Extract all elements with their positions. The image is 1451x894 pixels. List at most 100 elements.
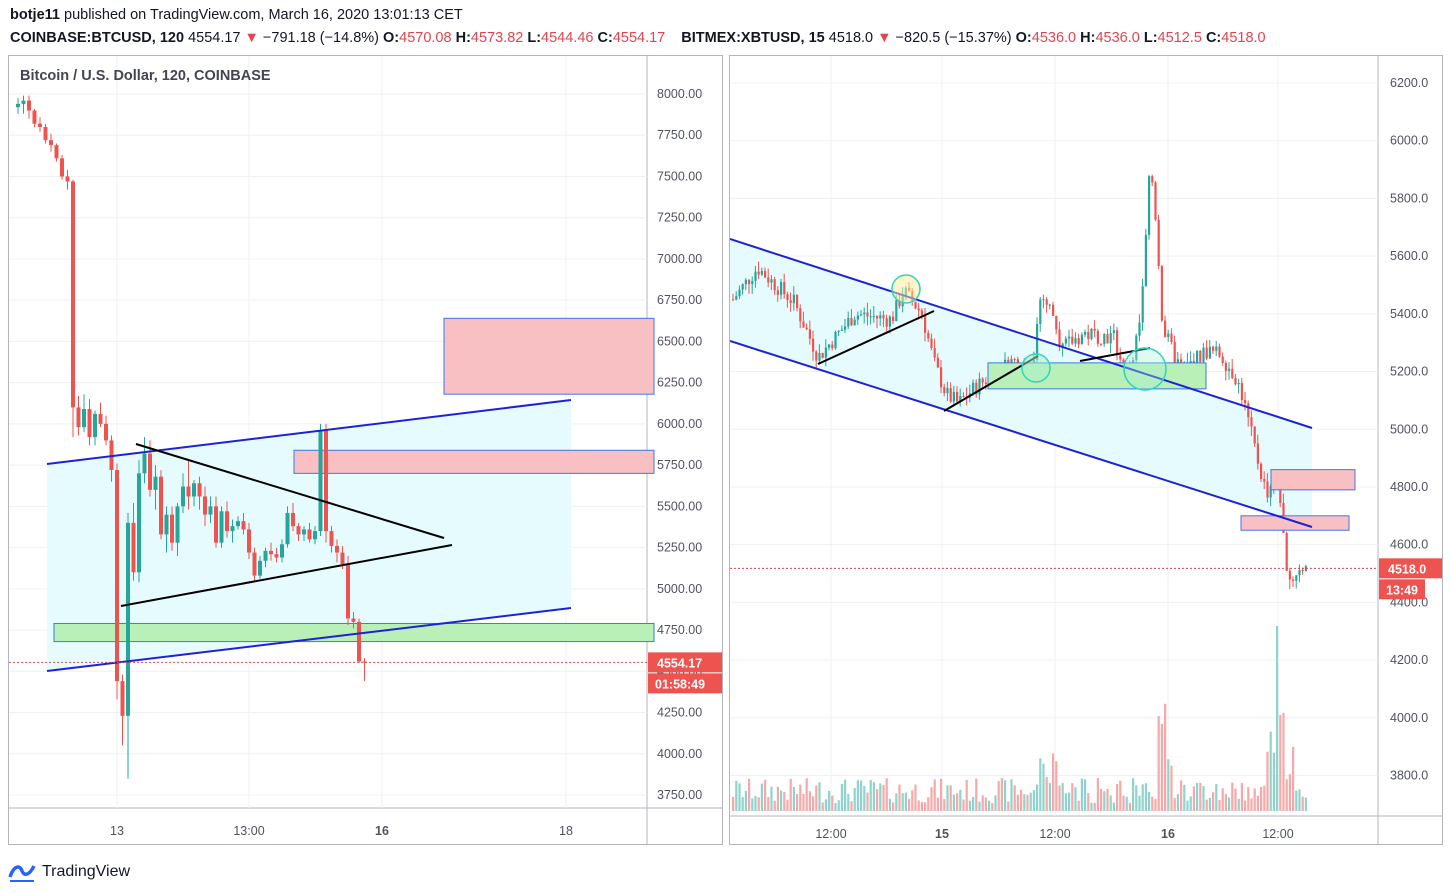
right-high: 4536.0 (1095, 30, 1140, 46)
candle-body (203, 496, 207, 515)
volume-bar (773, 800, 776, 811)
volume-bar (760, 783, 763, 811)
tradingview-logo-icon[interactable] (8, 861, 36, 883)
volume-bar (1068, 792, 1071, 811)
volume-bar (1298, 789, 1301, 811)
candle-body (943, 387, 946, 394)
price-tick-label: 4000.00 (657, 747, 702, 761)
candle-body (120, 681, 125, 716)
footer-brand[interactable]: TradingView (42, 863, 131, 880)
channel-upper-line (730, 238, 1313, 429)
volume-bar (1205, 799, 1208, 811)
candle-body (126, 522, 130, 716)
price-tick-label: 7500.00 (657, 169, 702, 183)
resistance-zone (443, 317, 655, 395)
volume-bar (1285, 779, 1288, 811)
volume-bar (959, 789, 962, 811)
time-tick-label: 16 (375, 824, 389, 838)
volume-bar (1125, 796, 1128, 811)
candle-body (1080, 334, 1083, 345)
candle-body (93, 413, 97, 438)
volume-bar (812, 796, 815, 811)
candle-body (981, 378, 984, 383)
volume-bar (1282, 712, 1285, 811)
time-tick-label: 13 (110, 824, 124, 838)
left-chart-panel[interactable]: 8000.00 7750.00 7500.00 7250.00 7000.00 6750.… (8, 55, 723, 845)
candle-body (738, 289, 741, 297)
volume-bar (952, 794, 955, 811)
candle-body (847, 317, 850, 327)
publisher-name[interactable]: botje11 (10, 7, 60, 23)
candle-body (914, 301, 917, 309)
candle-body (1052, 304, 1055, 316)
volume-bar (754, 795, 757, 811)
volume-bar (1000, 778, 1003, 811)
volume-bar (796, 794, 799, 811)
candle-body (786, 294, 789, 301)
candle-body (43, 126, 48, 141)
volume-bar (927, 797, 930, 811)
candle-body (860, 314, 863, 316)
volume-bar (1260, 786, 1263, 811)
volume-bar (1279, 714, 1282, 811)
volume-bar (1007, 801, 1010, 811)
price-tick-label: 5800.0 (1390, 191, 1428, 205)
right-symbol[interactable]: BITMEX:XBTUSD, 15 (681, 30, 825, 46)
candle-body (1304, 566, 1307, 572)
volume-bar (799, 784, 802, 811)
volume-bar (1224, 794, 1227, 811)
volume-bar (757, 797, 760, 811)
candle-body (1157, 219, 1160, 266)
candle-body (936, 357, 939, 368)
volume-bar (1253, 788, 1256, 811)
candle-body (351, 618, 356, 622)
volume-bar (1199, 782, 1202, 811)
volume-bar (789, 778, 792, 811)
volume-bar (968, 800, 971, 811)
candle-body (1234, 378, 1237, 385)
volume-bar (764, 779, 767, 811)
volume-bar (888, 798, 891, 811)
left-chart-svg[interactable]: 8000.00 7750.00 7500.00 7250.00 7000.00 6750.… (9, 56, 723, 845)
volume-bar (1144, 783, 1147, 811)
volume-bar (988, 800, 991, 811)
volume-bar (882, 784, 885, 811)
volume-bar (1292, 746, 1295, 811)
time-tick-label: 18 (559, 824, 573, 838)
candle-body (812, 338, 815, 352)
left-open: 4570.08 (399, 30, 452, 46)
candle-body (104, 423, 108, 441)
candle-body (917, 308, 920, 311)
candle-body (818, 353, 821, 361)
right-last: 4518.0 (828, 30, 874, 46)
footer: TradingView (8, 858, 130, 886)
right-chart-panel[interactable]: 6200.0 6000.0 5800.0 5600.0 5400.0 5200.0 5000… (729, 55, 1443, 845)
highlight-circle (1123, 347, 1167, 391)
resistance-zone (1240, 515, 1350, 531)
volume-bar (780, 790, 783, 811)
left-symbol[interactable]: COINBASE:BTCUSD, 120 (10, 30, 185, 46)
price-tick-label: 7750.00 (657, 128, 702, 142)
candle-body (27, 100, 31, 111)
candle-body (1189, 361, 1192, 363)
candle-body (924, 315, 927, 333)
channel-upper-line (46, 399, 572, 465)
volume-bar (1090, 802, 1093, 811)
volume-bar (1074, 787, 1077, 811)
right-chart-svg[interactable]: 6200.0 6000.0 5800.0 5600.0 5400.0 5200.0 5000… (730, 56, 1443, 845)
time-tick-label: 16 (1161, 827, 1175, 841)
candle-body (776, 290, 779, 295)
volume-bar (1116, 784, 1119, 811)
volume-bar (924, 802, 927, 811)
volume-bar (872, 782, 875, 811)
candle-body (978, 378, 981, 395)
candle-body (1135, 335, 1138, 361)
candle-body (241, 521, 246, 530)
volume-bar (815, 785, 818, 811)
volume-bar (1148, 791, 1151, 811)
last-price-tag (1379, 558, 1442, 579)
candle-body (1279, 481, 1282, 503)
candle-body (1112, 330, 1115, 334)
volume-bar (946, 785, 949, 811)
price-tick-label: 5750.00 (657, 458, 702, 472)
